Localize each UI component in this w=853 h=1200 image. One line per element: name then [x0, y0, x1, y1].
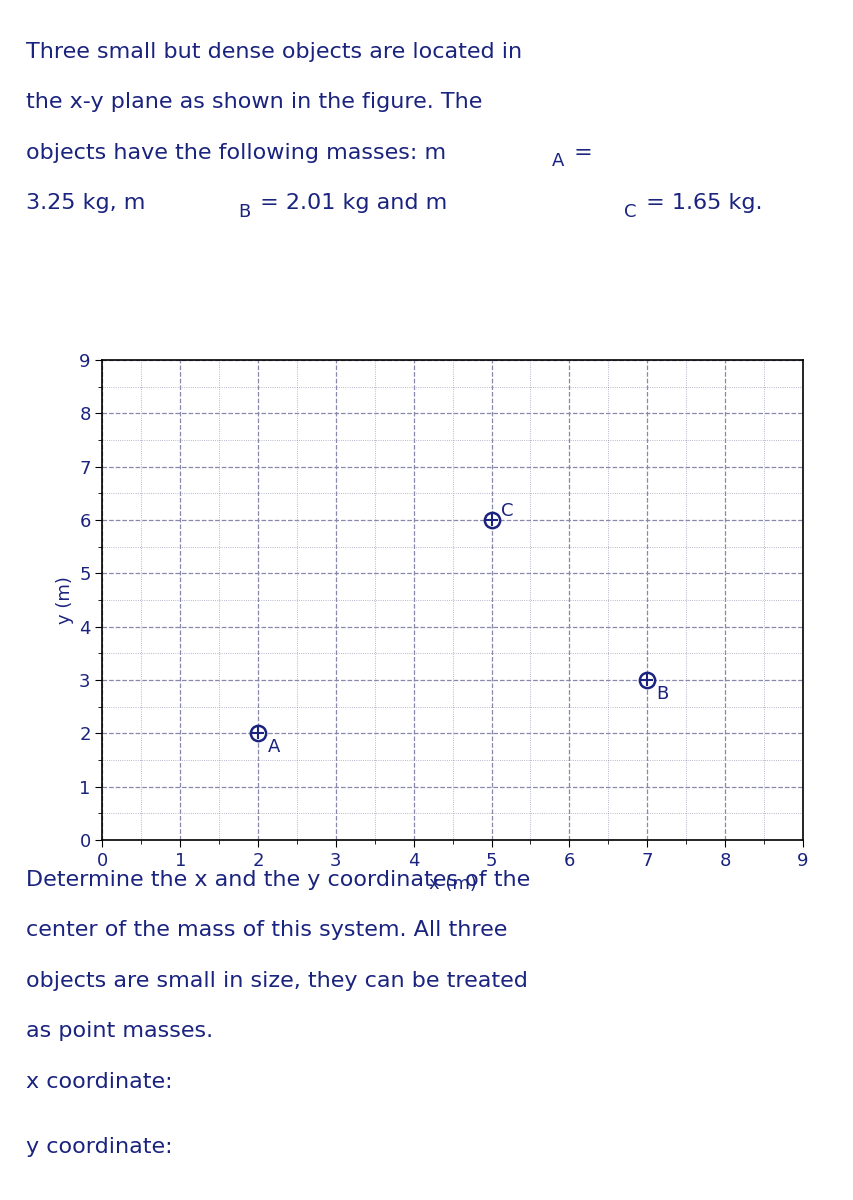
- X-axis label: x (m): x (m): [428, 875, 476, 893]
- Text: objects are small in size, they can be treated: objects are small in size, they can be t…: [26, 971, 527, 991]
- Text: Determine the x and the y coordinates of the: Determine the x and the y coordinates of…: [26, 870, 529, 890]
- Text: C: C: [624, 203, 636, 221]
- Text: B: B: [656, 685, 668, 703]
- Text: as point masses.: as point masses.: [26, 1021, 212, 1042]
- Text: = 2.01 kg and m: = 2.01 kg and m: [252, 193, 446, 214]
- Y-axis label: y (m): y (m): [55, 576, 73, 624]
- FancyBboxPatch shape: [235, 1069, 686, 1120]
- Text: objects have the following masses: m: objects have the following masses: m: [26, 143, 445, 163]
- Text: 3.25 kg, m: 3.25 kg, m: [26, 193, 145, 214]
- Text: A: A: [551, 152, 563, 170]
- Text: Three small but dense objects are located in: Three small but dense objects are locate…: [26, 42, 521, 62]
- Text: A: A: [267, 738, 280, 756]
- Text: C: C: [500, 502, 513, 520]
- Text: x coordinate:: x coordinate:: [26, 1072, 172, 1092]
- Text: = 1.65 kg.: = 1.65 kg.: [638, 193, 762, 214]
- Text: y coordinate:: y coordinate:: [26, 1138, 172, 1157]
- Text: =: =: [566, 143, 592, 163]
- FancyBboxPatch shape: [235, 1135, 686, 1186]
- Text: center of the mass of this system. All three: center of the mass of this system. All t…: [26, 920, 507, 941]
- Text: B: B: [238, 203, 250, 221]
- Text: the x-y plane as shown in the figure. The: the x-y plane as shown in the figure. Th…: [26, 92, 481, 113]
